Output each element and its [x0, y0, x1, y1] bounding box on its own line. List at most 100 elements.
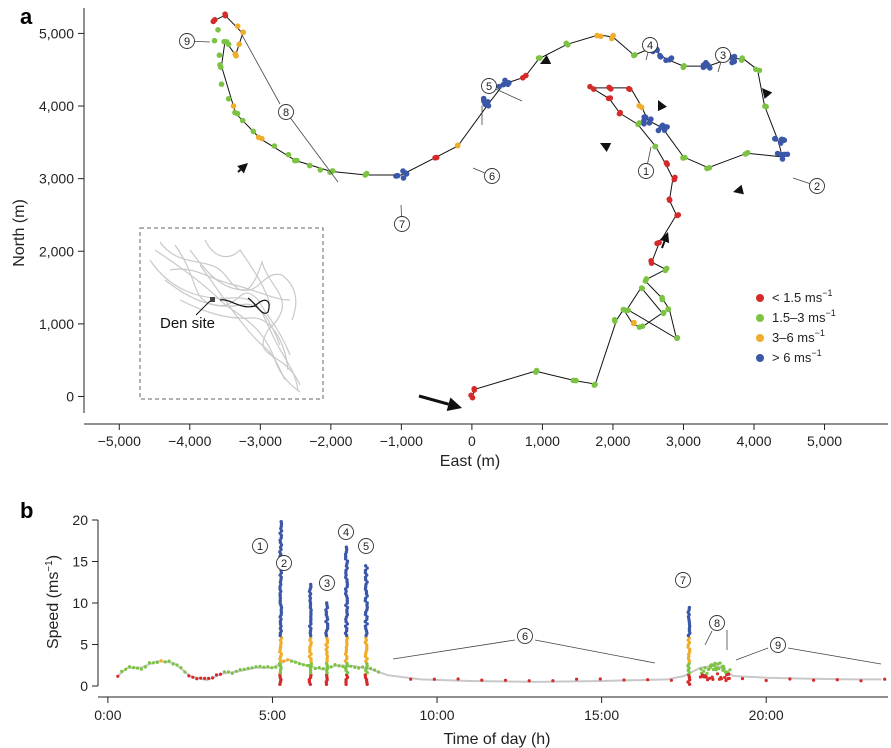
baseline-line [117, 658, 882, 683]
panel-a-y-axis-label: North (m) [11, 199, 28, 267]
legend-swatch-trot [756, 334, 764, 342]
speed-point-slow [711, 677, 715, 682]
track-point-fast [731, 53, 738, 60]
marker-circle [715, 47, 731, 63]
track-point-walk [742, 151, 749, 157]
speed-point-walk [254, 665, 258, 669]
direction-arrow-shaft [237, 168, 242, 173]
track-point-walk [681, 63, 687, 69]
track-point-slow [654, 240, 660, 247]
direction-arrow-head [658, 100, 667, 112]
speed-point-slow [598, 677, 602, 681]
direction-arrow-head [237, 163, 248, 174]
den-site-leader [195, 300, 211, 316]
speed-point-slow [363, 673, 367, 677]
speed-point-fast [343, 587, 348, 591]
speed-point-slow [788, 677, 792, 681]
speed-point-walk [171, 662, 175, 666]
track-point-fast [668, 55, 675, 61]
speed-point-walk [702, 669, 706, 673]
speed-point-fast [324, 608, 328, 612]
legend-label-fast: > 6 ms−1 [772, 348, 822, 365]
marker-circle [642, 37, 658, 53]
marker-number: 4 [647, 40, 653, 52]
track-point-fast [393, 173, 399, 179]
track-point-walk [643, 276, 650, 282]
track-point-fast [500, 81, 507, 88]
y-tick-label: 5,000 [39, 25, 74, 41]
panel-a-letter: a [20, 4, 33, 29]
direction-arrow-shaft [418, 394, 449, 406]
track-point-walk [533, 369, 539, 375]
speed-point-walk [341, 665, 345, 669]
speed-point-fast [687, 605, 692, 610]
track-point-trot [232, 51, 238, 57]
track-point-fast [400, 175, 407, 181]
track-point-fast [403, 171, 410, 177]
track-point-slow [210, 18, 217, 25]
speed-point-fast [278, 587, 282, 591]
speed-point-slow [622, 678, 626, 682]
speed-point-fast [309, 582, 313, 587]
speed-point-walk [376, 670, 381, 674]
track-point-trot [259, 135, 265, 142]
y-tick-label: 0 [66, 388, 74, 404]
track-point-slow [671, 176, 678, 183]
track-point-fast [655, 127, 662, 134]
track-point-walk [652, 143, 658, 150]
track-point-slow [617, 109, 623, 116]
inset-highlight-track [219, 297, 270, 314]
speed-point-slow [764, 678, 768, 683]
marker-number: 1 [257, 541, 263, 553]
track-point-walk [763, 103, 769, 110]
speed-point-fast [363, 624, 368, 628]
track-point-slow [626, 85, 632, 92]
y-tick-label: 10 [72, 595, 88, 611]
x-tick-label: 3,000 [666, 433, 701, 449]
marker-number: 2 [281, 558, 287, 570]
track-point-fast [641, 114, 647, 120]
speed-point-walk [250, 666, 254, 670]
speed-point-slow [187, 674, 191, 678]
track-point-trot [234, 23, 241, 30]
speed-point-walk [369, 666, 373, 670]
marker-number: 1 [643, 166, 649, 178]
panel-a-x-axis-label: East (m) [440, 453, 500, 470]
marker-leader [392, 639, 516, 660]
speed-point-walk [132, 666, 136, 670]
speed-point-slow [812, 678, 816, 682]
speed-point-walk [705, 671, 709, 676]
panel-b-letter: b [20, 498, 33, 523]
track-point-walk [250, 128, 257, 135]
speed-point-walk [120, 669, 124, 674]
track-point-walk [611, 316, 618, 323]
speed-point-trot [286, 658, 290, 662]
x-tick-label: 20:00 [749, 707, 784, 723]
den-site-label: Den site [160, 315, 215, 332]
speed-point-walk [290, 659, 294, 663]
legend-label-slow: < 1.5 ms−1 [772, 288, 832, 305]
speed-point-slow [859, 679, 863, 683]
speed-point-slow [551, 679, 555, 683]
speed-point-walk [699, 667, 703, 671]
direction-arrow-head [762, 88, 773, 99]
speed-point-fast [309, 617, 313, 621]
marker-circle [709, 615, 725, 631]
track-line [214, 14, 783, 397]
x-tick-label: −4,000 [168, 433, 211, 449]
speed-point-walk [143, 665, 147, 669]
speed-point-walk [293, 660, 298, 664]
speed-point-walk [710, 663, 714, 667]
marker-circle [770, 637, 786, 653]
track-point-walk [752, 66, 759, 73]
speed-point-walk [246, 666, 250, 671]
speed-point-trot [159, 659, 163, 663]
speed-point-walk [270, 666, 274, 670]
speed-point-walk [333, 663, 337, 667]
track-point-slow [433, 154, 440, 161]
track-point-slow [590, 86, 597, 92]
speed-point-walk [372, 668, 377, 672]
marker-number: 8 [283, 107, 289, 119]
speed-point-slow [432, 677, 436, 681]
